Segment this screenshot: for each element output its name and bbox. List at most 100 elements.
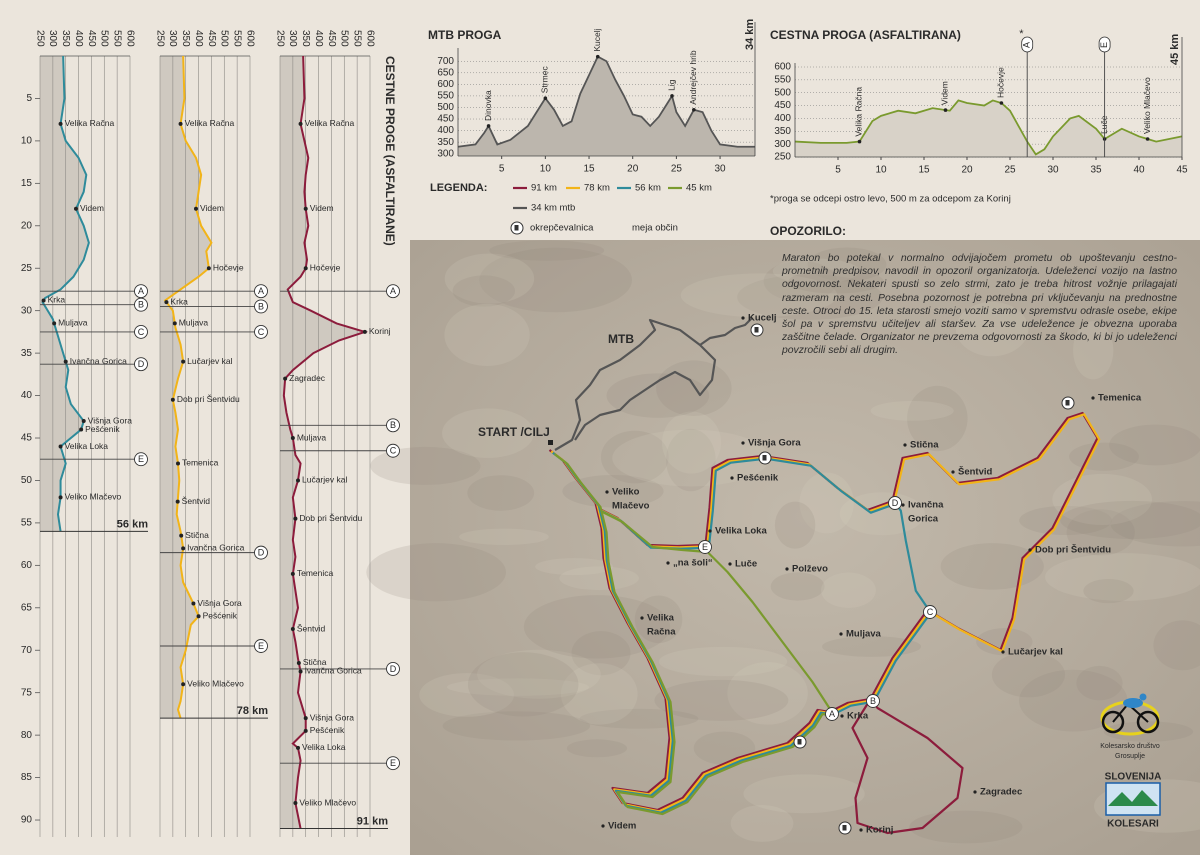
hill-shade (743, 774, 865, 814)
place-dot (298, 121, 303, 126)
place-dot (640, 616, 644, 620)
hill-shade (1052, 473, 1153, 525)
y-tick-label: 550 (774, 74, 791, 85)
place-label: Šentvid (182, 496, 211, 506)
checkpoint-label: C (138, 327, 145, 337)
checkpoint-circle (386, 284, 400, 299)
x-tick-label: 25 (1004, 165, 1016, 176)
elev-tick-label: 300 (47, 30, 58, 47)
place-dot (58, 444, 63, 449)
checkpoint-circle (134, 284, 148, 299)
place-label: Korinj (369, 326, 391, 336)
route-length: 34 km (744, 19, 756, 50)
hill-shade (955, 301, 1029, 357)
checkpoint-label: B (138, 300, 144, 310)
map-label: Kucelj (748, 313, 777, 324)
place-dot (901, 503, 905, 507)
map-label: Polževo (792, 564, 828, 575)
place-label: Hočevje (996, 67, 1006, 98)
hill-shade (730, 804, 794, 842)
hill-shade (1083, 578, 1134, 604)
legend-title: LEGENDA: (430, 182, 487, 194)
checkpoint-circle (888, 496, 902, 510)
hill-shade (444, 253, 535, 304)
place-dot (58, 495, 63, 500)
chart-title: MTB PROGA (428, 28, 502, 42)
y-tick-label: 450 (774, 100, 791, 111)
place-dot (290, 571, 295, 576)
x-tick-label: 30 (714, 164, 726, 175)
checkpoint-circle (254, 545, 268, 560)
place-dot (859, 828, 863, 832)
km-tick-label: 30 (21, 305, 33, 316)
map-label: Zagradec (980, 787, 1022, 798)
hill-shade (419, 673, 515, 717)
x-tick-label: 5 (499, 164, 505, 175)
hill-shade (535, 558, 613, 576)
hill-shade (1060, 500, 1200, 539)
y-tick-label: 250 (774, 152, 791, 163)
hill-shade (600, 430, 669, 484)
map-label: Muljava (846, 629, 882, 640)
checkpoint-label: A (829, 709, 835, 719)
refreshment-cup (754, 327, 759, 333)
place-dot (741, 441, 745, 445)
checkpoint-label: D (258, 547, 265, 557)
route-line (553, 453, 835, 816)
map-label: Dob pri Šentvidu (1035, 544, 1111, 556)
map-label: Velika Loka (715, 526, 767, 537)
place-dot (785, 567, 789, 571)
place-label: Pešćenik (203, 611, 238, 621)
hill-shade (1019, 505, 1112, 536)
km-tick-label: 40 (21, 390, 33, 401)
place-dot (857, 139, 862, 144)
hill-shade (1019, 669, 1128, 732)
hill-shade (467, 475, 535, 511)
refreshment-cup (514, 225, 519, 231)
y-tick-label: 300 (774, 139, 791, 150)
place-dot (903, 443, 907, 447)
hill-shade (907, 385, 968, 452)
place-label: Velika Loka (65, 441, 109, 451)
route-length: 78 km (237, 705, 268, 717)
y-tick-label: 550 (437, 91, 454, 102)
checkpoint-label: B (390, 420, 396, 430)
profile-line (457, 55, 755, 148)
place-dot (601, 824, 605, 828)
place-dot (293, 516, 298, 521)
y-tick-label: 400 (437, 125, 454, 136)
place-dot (839, 632, 843, 636)
map-label: Račna (647, 627, 676, 638)
elev-tick-label: 550 (232, 30, 243, 47)
y-tick-label: 700 (437, 56, 454, 67)
hill-shade (560, 663, 638, 725)
place-dot (999, 101, 1004, 105)
checkpoint-label: E (138, 454, 144, 464)
place-dot (81, 419, 86, 424)
hill-shade (1076, 665, 1123, 701)
route-line (602, 511, 836, 717)
place-label: Kucelj (592, 28, 602, 51)
km-tick-label: 65 (21, 602, 33, 613)
route-line (600, 457, 897, 550)
place-dot (181, 682, 186, 687)
map-label: Ivančna (908, 500, 944, 511)
vertical-title: CESTNE PROGE (ASFALTIRANE) (383, 56, 397, 246)
logo-head (1139, 693, 1147, 701)
km-tick-label: 75 (21, 687, 33, 698)
place-label: Temenica (182, 458, 219, 468)
place-dot (172, 321, 177, 326)
hill-shade (1109, 424, 1200, 466)
place-dot (303, 728, 308, 733)
map-label: START /CILJ (478, 425, 550, 439)
map-label: Korinj (866, 825, 893, 836)
hill-shade (654, 679, 789, 721)
km-tick-label: 90 (21, 815, 33, 826)
map-label: Gorica (908, 514, 939, 525)
x-tick-label: 15 (583, 164, 595, 175)
checkpoint-circle (134, 357, 148, 372)
checkpoint-circle (386, 418, 400, 433)
hill-shade (1045, 553, 1200, 601)
checkpoint-circle (866, 694, 880, 708)
